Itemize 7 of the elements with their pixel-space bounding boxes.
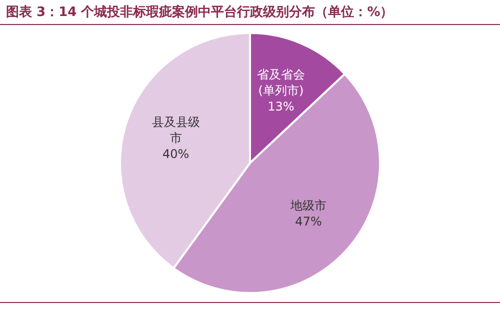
slice-label: 地级市 [290, 198, 327, 213]
slice-label: 县及县级市 [152, 115, 200, 146]
data-label: 13% [268, 100, 294, 114]
slice-label: 省及省会(单列市) [256, 68, 305, 98]
data-label: 40% [162, 147, 190, 162]
data-label: 47% [295, 214, 322, 229]
chart-title: 图表 3：14 个城投非标瑕疵案例中平台行政级别分布（单位：%） [6, 4, 394, 21]
